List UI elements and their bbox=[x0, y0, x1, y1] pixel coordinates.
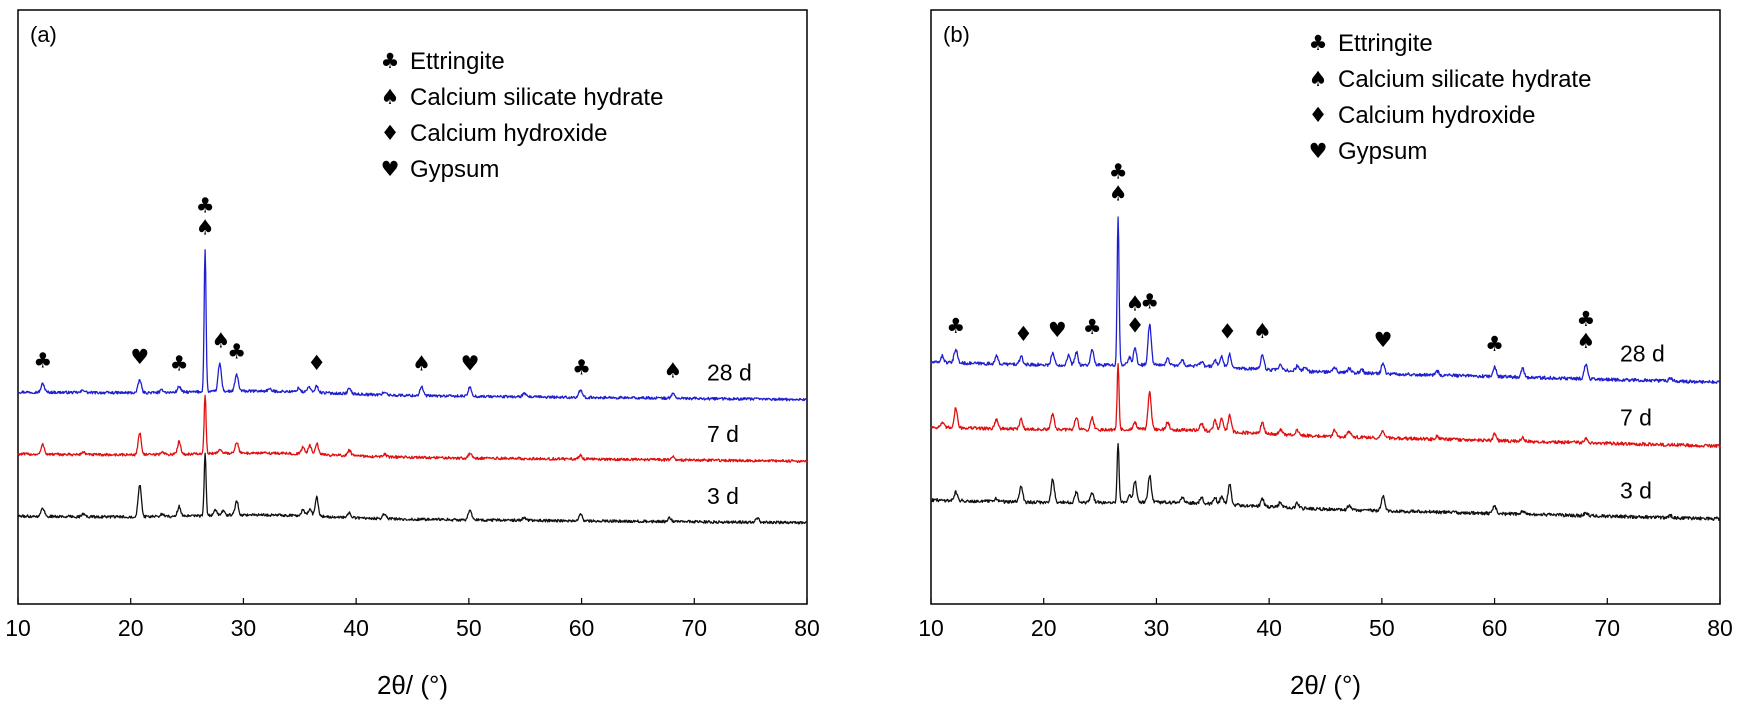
peak-marker: ♦ bbox=[1126, 314, 1145, 338]
legend-label: Calcium silicate hydrate bbox=[410, 84, 663, 111]
x-tick-label: 50 bbox=[456, 615, 482, 641]
legend-label: Ettringite bbox=[1338, 30, 1433, 57]
x-tick-label: 70 bbox=[681, 615, 707, 641]
peak-marker: ♣ bbox=[170, 351, 189, 375]
peak-marker: ♣ bbox=[1083, 315, 1102, 339]
series-line-28d bbox=[930, 216, 1721, 385]
x-tick-label: 80 bbox=[794, 615, 820, 641]
x-tick-label: 20 bbox=[1031, 615, 1057, 641]
legend-label: Ettringite bbox=[410, 48, 505, 75]
peak-marker: ♦ bbox=[307, 351, 326, 375]
peak-marker: ♠ bbox=[211, 328, 230, 352]
peak-marker: ♣ bbox=[196, 193, 215, 217]
peak-marker: ♥ bbox=[461, 352, 480, 376]
peak-marker: ♦ bbox=[1218, 320, 1237, 344]
series-line-3d bbox=[930, 443, 1721, 522]
series-label: 28 d bbox=[707, 360, 752, 386]
series-line-3d bbox=[17, 452, 808, 525]
x-tick-label: 20 bbox=[118, 615, 144, 641]
peak-marker: ♥ bbox=[1048, 318, 1067, 342]
plot-frame bbox=[930, 9, 1721, 605]
peak-marker: ♦ bbox=[1014, 322, 1033, 346]
legend-symbol: ♦ bbox=[1309, 103, 1328, 127]
x-tick-label: 30 bbox=[1144, 615, 1170, 641]
x-tick-label: 30 bbox=[231, 615, 257, 641]
legend-label: Calcium silicate hydrate bbox=[1338, 66, 1591, 93]
series-label: 3 d bbox=[1620, 477, 1652, 503]
legend-label: Calcium hydroxide bbox=[1338, 102, 1535, 129]
legend-label: Gypsum bbox=[410, 156, 499, 183]
series-label: 28 d bbox=[1620, 340, 1665, 366]
plot-frame bbox=[17, 9, 808, 605]
peak-marker: ♠ bbox=[663, 358, 682, 382]
peak-marker: ♠ bbox=[1253, 319, 1272, 343]
peak-marker: ♠ bbox=[196, 215, 215, 239]
peak-marker: ♠ bbox=[1109, 181, 1128, 205]
series-line-7d bbox=[17, 394, 808, 464]
peak-marker: ♠ bbox=[412, 352, 431, 376]
x-tick-label: 40 bbox=[1256, 615, 1282, 641]
peak-marker: ♣ bbox=[33, 349, 52, 373]
panel-label: (a) bbox=[30, 22, 57, 47]
peak-marker: ♠ bbox=[1576, 329, 1595, 353]
peak-marker: ♥ bbox=[130, 345, 149, 369]
peak-marker: ♥ bbox=[1374, 328, 1393, 352]
legend-symbol: ♥ bbox=[381, 157, 400, 181]
peak-marker: ♠ bbox=[1126, 292, 1145, 316]
series-label: 3 d bbox=[707, 483, 739, 509]
legend-symbol: ♣ bbox=[1309, 31, 1328, 55]
peak-marker: ♣ bbox=[1485, 332, 1504, 356]
peak-marker: ♣ bbox=[1140, 289, 1159, 313]
x-tick-label: 60 bbox=[569, 615, 595, 641]
legend-symbol: ♠ bbox=[381, 85, 400, 109]
x-axis-title: 2θ/ (°) bbox=[1290, 670, 1361, 700]
panel-label: (b) bbox=[943, 22, 970, 47]
series-line-28d bbox=[17, 249, 808, 402]
x-tick-label: 70 bbox=[1594, 615, 1620, 641]
legend-symbol: ♠ bbox=[1309, 67, 1328, 91]
legend-symbol: ♦ bbox=[381, 121, 400, 145]
series-label: 7 d bbox=[707, 421, 739, 447]
x-tick-label: 40 bbox=[343, 615, 369, 641]
legend-symbol: ♥ bbox=[1309, 139, 1328, 163]
series-label: 7 d bbox=[1620, 404, 1652, 430]
series-line-7d bbox=[930, 363, 1721, 449]
x-tick-label: 10 bbox=[5, 615, 31, 641]
peak-marker: ♣ bbox=[946, 314, 965, 338]
x-tick-label: 10 bbox=[918, 615, 944, 641]
legend-label: Gypsum bbox=[1338, 138, 1427, 165]
x-tick-label: 50 bbox=[1369, 615, 1395, 641]
peak-marker: ♣ bbox=[1109, 159, 1128, 183]
legend-symbol: ♣ bbox=[381, 49, 400, 73]
peak-marker: ♣ bbox=[227, 339, 246, 363]
x-axis-title: 2θ/ (°) bbox=[377, 670, 448, 700]
legend-label: Calcium hydroxide bbox=[410, 120, 607, 147]
x-tick-label: 80 bbox=[1707, 615, 1733, 641]
x-tick-label: 60 bbox=[1482, 615, 1508, 641]
peak-marker: ♣ bbox=[1576, 307, 1595, 331]
peak-marker: ♣ bbox=[572, 355, 591, 379]
